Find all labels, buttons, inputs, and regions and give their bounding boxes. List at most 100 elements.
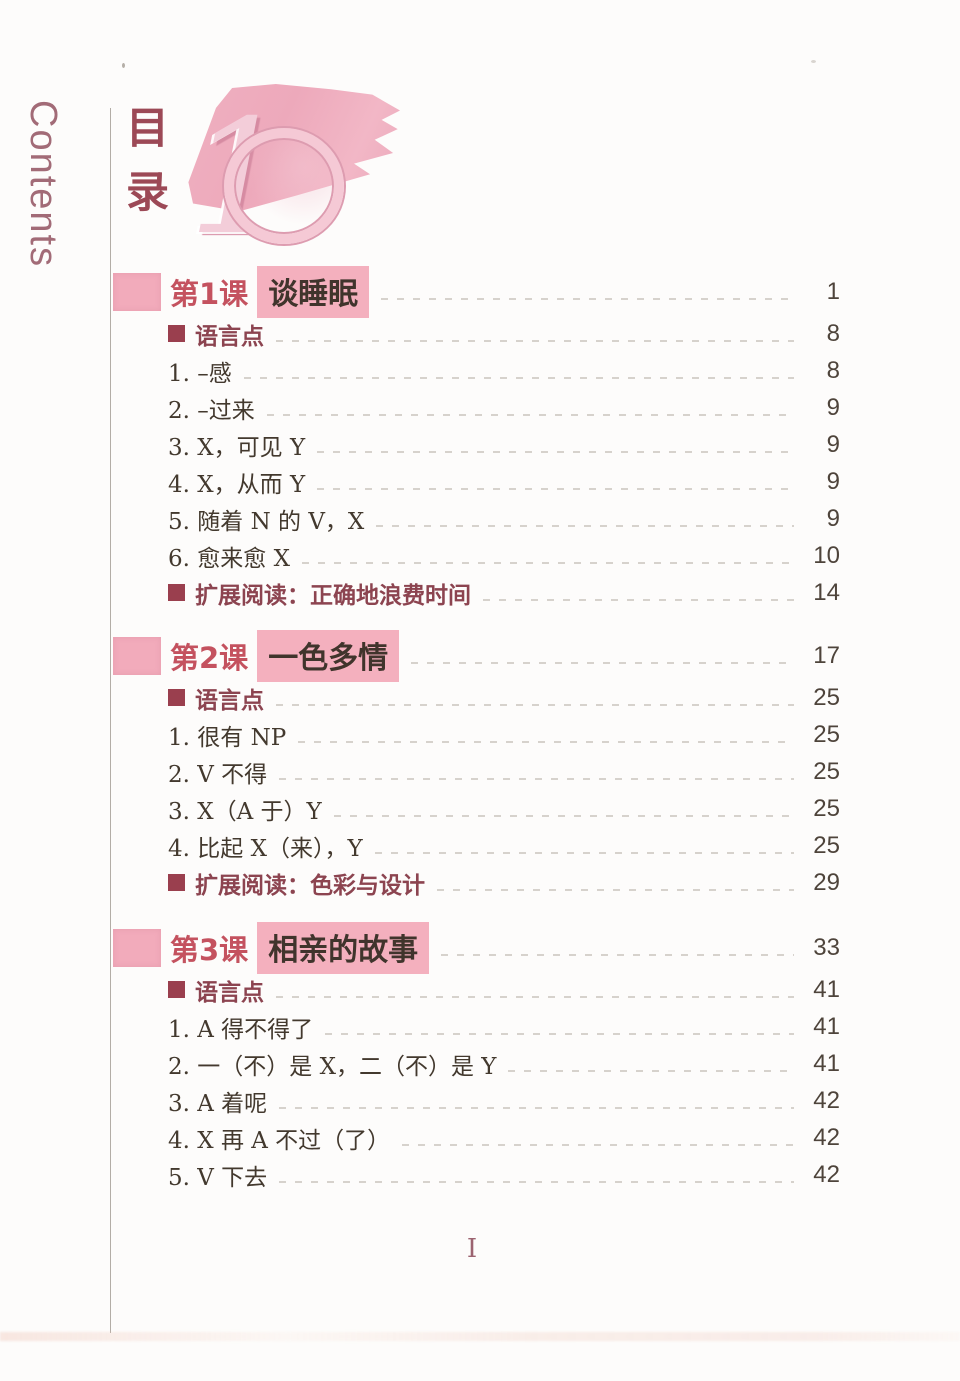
- page-number: 25: [813, 720, 840, 748]
- toc-subheading-row: 语言点 25: [113, 679, 840, 716]
- page-number: 14: [813, 578, 840, 606]
- item-label: 2. V 不得: [168, 761, 268, 788]
- item-label: 6. 愈来愈 X: [168, 545, 290, 572]
- toc-item-row: 3. A 着呢 42: [113, 1082, 840, 1119]
- badge-zero-ring: [224, 128, 344, 244]
- square-bullet-icon: [168, 874, 185, 891]
- page-number: 25: [813, 757, 840, 785]
- toc-item-row: 2. V 不得 25: [113, 753, 840, 790]
- toc-item-row: 3. X，可见 Y 9: [113, 426, 840, 463]
- toc-subheading-row: 语言点 41: [113, 971, 840, 1008]
- dotted-leader: [276, 995, 794, 998]
- square-bullet-icon: [168, 325, 185, 342]
- item-label: 2. –过来: [168, 397, 255, 424]
- lesson-number-label: 第2课: [170, 641, 249, 675]
- dotted-leader: [325, 1032, 794, 1035]
- lesson-title: 一色多情: [257, 630, 400, 682]
- lesson-marker-block: [113, 637, 161, 675]
- dotted-leader: [411, 662, 794, 664]
- toc-subheading-row: 语言点 8: [113, 315, 840, 352]
- toc-item-row: 1. –感 8: [113, 352, 840, 389]
- page-number: 8: [826, 356, 840, 384]
- toc-lesson-row: 第1课 谈睡眠 1: [113, 266, 840, 318]
- dotted-leader: [376, 524, 794, 527]
- scan-speck: [122, 63, 125, 68]
- page-number: 9: [826, 430, 840, 458]
- page-number: 8: [826, 319, 840, 347]
- page-number: 9: [826, 393, 840, 421]
- page-number: 25: [813, 683, 840, 711]
- subheading-label: 扩展阅读：色彩与设计: [195, 872, 425, 899]
- toc: 第1课 谈睡眠 1 语言点 8 1. –感 8 2. –过来 9 3. X，可见 Y 9 4. X，从…: [113, 266, 840, 1193]
- dotted-leader: [301, 561, 794, 564]
- dotted-leader: [483, 598, 794, 601]
- toc-item-row: 4. X 再 A 不过（了） 42: [113, 1119, 840, 1156]
- toc-item-row: 6. 愈来愈 X 10: [113, 537, 840, 574]
- margin-rule-line: [110, 108, 111, 1333]
- dotted-leader: [402, 1143, 794, 1146]
- toc-lesson-row: 第2课 一色多情 17: [113, 630, 840, 682]
- dotted-leader: [279, 1180, 794, 1183]
- page-number: 41: [813, 975, 840, 1003]
- toc-subheading-row: 扩展阅读：正确地浪费时间 14: [113, 574, 840, 611]
- toc-item-row: 1. 很有 NP 25: [113, 716, 840, 753]
- dotted-leader: [298, 740, 794, 743]
- square-bullet-icon: [168, 689, 185, 706]
- contents-vertical-label: Contents: [22, 100, 64, 269]
- scan-speck: [811, 60, 816, 63]
- item-label: 4. X，从而 Y: [168, 471, 306, 498]
- page-number: 25: [813, 794, 840, 822]
- dotted-leader: [437, 888, 794, 891]
- toc-item-row: 2. –过来 9: [113, 389, 840, 426]
- item-label: 3. X（A 于）Y: [168, 798, 322, 825]
- item-label: 5. 随着 N 的 V，X: [168, 508, 365, 535]
- page-number: 41: [813, 1012, 840, 1040]
- page-number: 1: [826, 278, 840, 305]
- page-number: 42: [813, 1160, 840, 1188]
- lesson-title: 谈睡眠: [257, 266, 370, 318]
- item-label: 2. 一（不）是 X，二（不）是 Y: [168, 1053, 497, 1080]
- item-label: 4. X 再 A 不过（了）: [168, 1127, 391, 1154]
- toc-item-row: 4. X，从而 Y 9: [113, 463, 840, 500]
- dotted-leader: [317, 487, 794, 490]
- dotted-leader: [266, 413, 794, 416]
- square-bullet-icon: [168, 584, 185, 601]
- dotted-leader: [333, 814, 794, 817]
- dotted-leader: [441, 954, 794, 956]
- dotted-leader: [317, 450, 794, 453]
- scan-streak-artifact: [0, 1332, 960, 1341]
- toc-item-row: 5. 随着 N 的 V，X 9: [113, 500, 840, 537]
- subheading-label: 扩展阅读：正确地浪费时间: [195, 582, 471, 609]
- item-label: 1. A 得不得了: [168, 1016, 314, 1043]
- item-label: 5. V 下去: [168, 1164, 268, 1191]
- toc-item-row: 3. X（A 于）Y 25: [113, 790, 840, 827]
- toc-item-row: 5. V 下去 42: [113, 1156, 840, 1193]
- toc-item-row: 4. 比起 X（来），Y 25: [113, 827, 840, 864]
- item-label: 4. 比起 X（来），Y: [168, 835, 363, 862]
- dotted-leader: [276, 703, 794, 706]
- subheading-label: 语言点: [195, 323, 264, 350]
- page-number: 10: [813, 541, 840, 569]
- page-number: 9: [826, 504, 840, 532]
- item-label: 3. X，可见 Y: [168, 434, 306, 461]
- lesson-title: 相亲的故事: [257, 922, 430, 974]
- dotted-leader: [243, 376, 794, 379]
- lesson-marker-block: [113, 273, 161, 311]
- page-number: 42: [813, 1086, 840, 1114]
- toc-item-row: 2. 一（不）是 X，二（不）是 Y 41: [113, 1045, 840, 1082]
- toc-lesson-row: 第3课 相亲的故事 33: [113, 922, 840, 974]
- volume-10-badge: 1: [170, 84, 400, 266]
- page-number: 33: [813, 934, 840, 961]
- page-number: 25: [813, 831, 840, 859]
- lesson-marker-block: [113, 929, 161, 967]
- page-number: 42: [813, 1123, 840, 1151]
- item-label: 1. 很有 NP: [168, 724, 287, 751]
- dotted-leader: [381, 298, 794, 300]
- page-title: 目录: [126, 104, 169, 218]
- page-number: 29: [813, 868, 840, 896]
- dotted-leader: [279, 1106, 794, 1109]
- toc-item-row: 1. A 得不得了 41: [113, 1008, 840, 1045]
- item-label: 3. A 着呢: [168, 1090, 268, 1117]
- dotted-leader: [279, 777, 794, 780]
- square-bullet-icon: [168, 981, 185, 998]
